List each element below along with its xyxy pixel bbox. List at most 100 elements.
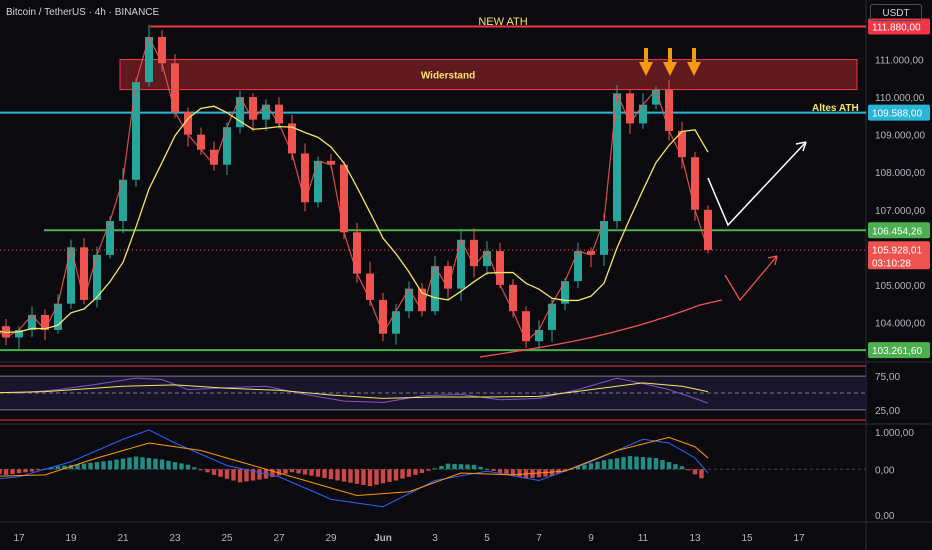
macd-bar bbox=[413, 469, 418, 475]
x-tick-label: 27 bbox=[273, 533, 285, 544]
candle bbox=[392, 311, 400, 334]
macd-bar bbox=[244, 469, 249, 482]
candle bbox=[210, 149, 218, 165]
x-tick-label: 15 bbox=[741, 533, 753, 544]
symbol-title[interactable]: Bitcoin / TetherUS · 4h · BINANCE bbox=[6, 7, 160, 18]
macd-bar bbox=[380, 469, 386, 484]
candle bbox=[249, 97, 257, 120]
candle bbox=[353, 232, 361, 274]
candles bbox=[2, 25, 712, 352]
macd-bar bbox=[309, 469, 314, 476]
candle bbox=[418, 288, 426, 312]
candle bbox=[119, 179, 127, 222]
macd-bar bbox=[185, 464, 191, 470]
macd-bar bbox=[302, 469, 308, 475]
macd-bar bbox=[289, 469, 295, 473]
x-tick-label: 29 bbox=[325, 533, 337, 544]
macd-bar bbox=[614, 458, 620, 470]
candle bbox=[223, 127, 231, 165]
macd-bar bbox=[426, 469, 431, 471]
macd-bar bbox=[16, 469, 22, 474]
macd-bar bbox=[471, 464, 477, 470]
macd-bar bbox=[458, 464, 464, 470]
rsi-tick-label: 75,00 bbox=[875, 372, 900, 383]
x-tick-label: 17 bbox=[13, 533, 25, 544]
macd-bar bbox=[257, 469, 262, 480]
x-tick-label: 23 bbox=[169, 533, 181, 544]
candle bbox=[665, 89, 673, 131]
candle bbox=[314, 160, 322, 203]
price-tick-label: 111.000,00 bbox=[875, 56, 924, 67]
candle bbox=[145, 37, 153, 83]
macd-bar bbox=[367, 469, 373, 487]
price-tick-label: 105.000,00 bbox=[875, 281, 925, 292]
candle bbox=[678, 130, 686, 158]
macd-bar bbox=[101, 461, 106, 470]
candle bbox=[93, 254, 101, 300]
macd-bar bbox=[354, 469, 360, 484]
candle bbox=[470, 239, 478, 267]
macd-bar bbox=[133, 456, 139, 470]
candle bbox=[639, 104, 647, 124]
old-ath-label: Altes ATH bbox=[812, 103, 859, 114]
macd-bar bbox=[341, 469, 347, 482]
support-lower-price-label-bg bbox=[868, 342, 930, 359]
candle bbox=[444, 266, 452, 289]
support-upper-price-label-bg bbox=[868, 222, 930, 239]
macd-bar bbox=[75, 464, 80, 470]
macd-bar bbox=[55, 466, 61, 470]
macd-bar bbox=[361, 469, 366, 485]
candle bbox=[132, 82, 140, 180]
candle bbox=[184, 112, 192, 135]
macd-bar bbox=[205, 469, 210, 473]
macd-bar bbox=[23, 469, 28, 473]
macd-bar bbox=[484, 468, 490, 470]
x-tick-label: 25 bbox=[221, 533, 233, 544]
macd-bar bbox=[120, 458, 126, 470]
x-tick-label: 3 bbox=[432, 533, 438, 544]
macd-bar bbox=[62, 465, 67, 470]
x-tick-label: Jun bbox=[374, 533, 392, 544]
projection-up-path bbox=[707, 141, 807, 227]
price-tick-label: 107.000,00 bbox=[875, 206, 925, 217]
candle bbox=[171, 63, 179, 113]
macd-bar bbox=[510, 469, 516, 476]
price-step-line bbox=[0, 35, 709, 343]
macd-bar bbox=[692, 469, 698, 475]
currency-button[interactable]: USDT bbox=[870, 4, 922, 21]
candle bbox=[236, 97, 244, 128]
candle bbox=[561, 281, 569, 304]
candle bbox=[457, 239, 465, 289]
candle bbox=[522, 311, 530, 342]
candle bbox=[405, 288, 413, 312]
macd-bar bbox=[68, 464, 74, 470]
x-tick-label: 13 bbox=[689, 533, 701, 544]
macd-bar bbox=[296, 469, 301, 474]
candle bbox=[574, 251, 582, 282]
macd-bar bbox=[445, 463, 451, 470]
x-tick-label: 19 bbox=[65, 533, 77, 544]
rsi-tick-label: 25,00 bbox=[875, 406, 900, 417]
macd-bar bbox=[465, 464, 470, 470]
candle bbox=[106, 221, 114, 255]
candle bbox=[613, 93, 621, 222]
candle bbox=[80, 247, 88, 300]
macd-bar bbox=[497, 469, 503, 473]
candle bbox=[379, 299, 387, 334]
macd-bar bbox=[374, 469, 379, 485]
macd-bar bbox=[172, 462, 178, 470]
macd-line bbox=[0, 429, 709, 508]
candle bbox=[600, 221, 608, 255]
macd-bar bbox=[166, 460, 171, 470]
price-tick-label: 109.000,00 bbox=[875, 131, 925, 142]
candle bbox=[483, 251, 491, 267]
macd-bar bbox=[328, 469, 334, 480]
last-price-label-bg bbox=[868, 241, 930, 270]
macd-bar bbox=[94, 462, 100, 470]
ma-yellow-line bbox=[0, 105, 709, 334]
macd-bar bbox=[452, 463, 457, 470]
projection-up-arrowhead-icon bbox=[795, 141, 807, 152]
macd-bar bbox=[582, 464, 587, 470]
macd-bar bbox=[419, 469, 425, 473]
